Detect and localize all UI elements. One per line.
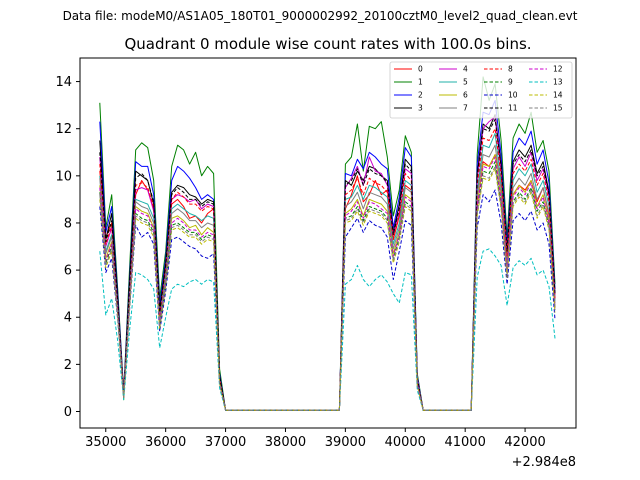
legend-label-7: 7 (463, 104, 468, 113)
legend-label-0: 0 (418, 65, 423, 74)
y-tick-label: 8 (64, 216, 72, 231)
legend-label-11: 11 (508, 104, 518, 113)
series-layer (99, 76, 556, 411)
legend-label-5: 5 (463, 78, 468, 87)
legend-label-10: 10 (508, 91, 518, 100)
legend-label-8: 8 (508, 65, 513, 74)
chart-title: Quadrant 0 module wise count rates with … (124, 35, 531, 53)
y-tick-label: 6 (64, 264, 72, 279)
x-tick-label: 36000 (145, 435, 186, 450)
legend-label-6: 6 (463, 91, 468, 100)
series-line-8 (99, 128, 556, 411)
x-offset-label: +2.984e8 (512, 455, 576, 470)
plot-frame (79, 57, 577, 429)
x-tick-label: 38000 (265, 435, 306, 450)
y-tick-label: 4 (64, 311, 72, 326)
x-tick-label: 37000 (205, 435, 246, 450)
legend-label-1: 1 (418, 78, 423, 87)
legend-label-15: 15 (553, 104, 563, 113)
x-axis: 35000 36000 37000 38000 39000 40000 41000 42000 (85, 428, 546, 450)
y-tick-label: 12 (55, 122, 72, 137)
x-tick-label: 42000 (504, 435, 545, 450)
legend-label-12: 12 (553, 65, 563, 74)
y-axis: 0 2 4 6 8 10 12 14 (55, 75, 80, 420)
legend-label-14: 14 (553, 91, 563, 100)
x-tick-label: 39000 (325, 435, 366, 450)
legend-frame (389, 61, 573, 119)
legend-label-4: 4 (463, 65, 468, 74)
y-tick-label: 2 (64, 358, 72, 373)
y-tick-label: 14 (55, 75, 72, 90)
legend-label-13: 13 (553, 78, 563, 87)
series-line-13 (99, 248, 556, 411)
series-line-15 (99, 165, 556, 411)
y-tick-label: 0 (64, 405, 72, 420)
x-tick-label: 35000 (85, 435, 126, 450)
y-tick-label: 10 (55, 169, 72, 184)
legend-label-2: 2 (418, 91, 423, 100)
x-tick-label: 41000 (444, 435, 485, 450)
x-tick-label: 40000 (385, 435, 426, 450)
figure-suptitle: Data file: modeM0/AS1A05_180T01_90000029… (63, 9, 578, 23)
legend-label-9: 9 (508, 78, 513, 87)
legend-label-3: 3 (418, 104, 423, 113)
